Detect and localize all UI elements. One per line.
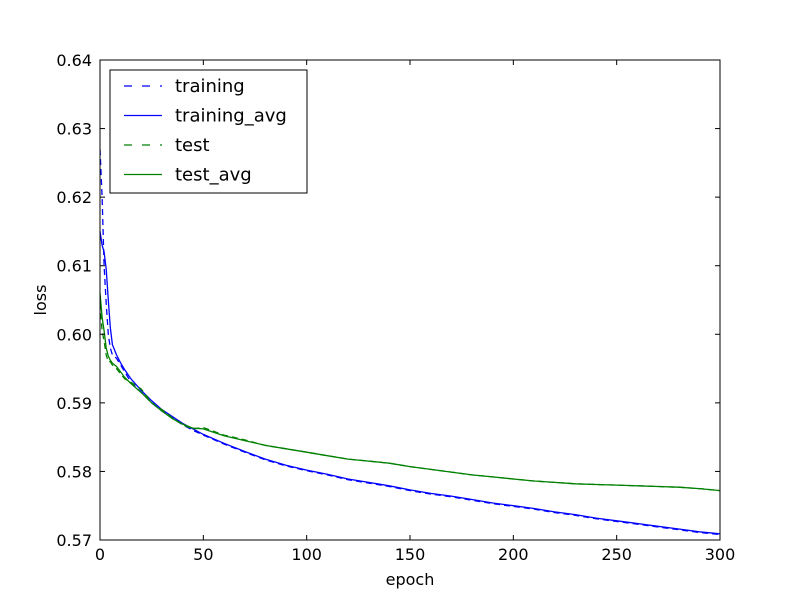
x-tick-label: 250 xyxy=(601,545,632,564)
y-tick-label: 0.62 xyxy=(56,188,92,207)
y-tick-label: 0.63 xyxy=(56,120,92,139)
y-tick-label: 0.59 xyxy=(56,394,92,413)
x-tick-label: 50 xyxy=(193,545,213,564)
legend-label-test: test xyxy=(175,135,210,156)
x-axis-label: epoch xyxy=(386,570,435,589)
y-axis-label: loss xyxy=(31,285,50,316)
x-tick-label: 200 xyxy=(498,545,529,564)
y-tick-label: 0.58 xyxy=(56,462,92,481)
x-tick-label: 300 xyxy=(705,545,736,564)
y-tick-label: 0.64 xyxy=(56,51,92,70)
x-tick-label: 0 xyxy=(95,545,105,564)
legend-box xyxy=(109,69,308,194)
y-tick-label: 0.60 xyxy=(56,325,92,344)
legend-label-test-avg: test_avg xyxy=(175,165,252,186)
y-tick-label: 0.57 xyxy=(56,531,92,550)
x-tick-label: 100 xyxy=(291,545,322,564)
x-tick-label: 150 xyxy=(395,545,426,564)
series-line-training-avg xyxy=(100,231,720,535)
legend-label-training-avg: training_avg xyxy=(175,106,287,127)
legend-label-training: training xyxy=(175,76,245,97)
series-line-test-avg xyxy=(100,293,720,492)
series-line-training xyxy=(100,149,720,536)
y-axis: 0.57 0.58 0.59 0.60 0.61 0.62 0.63 0.64 xyxy=(56,51,720,550)
y-tick-label: 0.61 xyxy=(56,257,92,276)
series-layer xyxy=(100,149,720,536)
x-axis: 0 50 100 150 200 250 300 xyxy=(95,60,735,564)
